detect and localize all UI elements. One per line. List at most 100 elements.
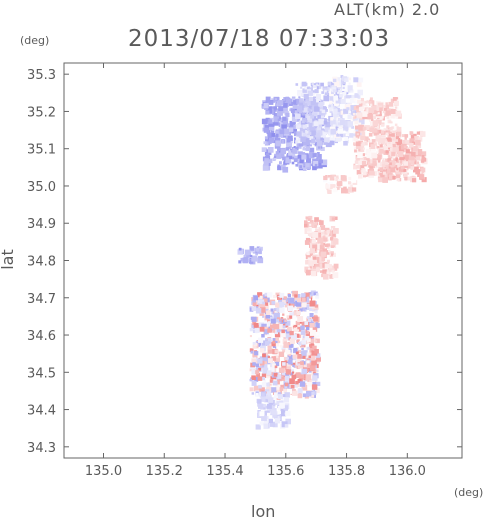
echo-cell — [312, 327, 318, 332]
echo-cell — [342, 82, 347, 87]
echo-cell — [261, 334, 265, 338]
echo-cell — [278, 152, 285, 159]
echo-cell — [302, 355, 306, 359]
echo-cell — [308, 251, 314, 256]
echo-cell — [273, 392, 280, 399]
echo-cell — [366, 155, 372, 161]
echo-cell — [416, 131, 420, 135]
echo-cell — [342, 114, 346, 119]
echo-cell — [272, 422, 278, 428]
echo-cell — [282, 367, 288, 373]
echo-cell — [362, 168, 366, 172]
echo-cell — [291, 361, 296, 366]
echo-cell — [303, 107, 308, 112]
echo-cell — [299, 320, 304, 324]
echo-cell — [356, 82, 362, 87]
echo-cell — [389, 160, 396, 167]
echo-cell — [256, 373, 261, 377]
echo-cell — [308, 337, 315, 344]
echo-cell — [376, 107, 380, 112]
echo-cell — [297, 364, 302, 369]
echo-cell — [321, 128, 324, 132]
echo-cell — [259, 295, 263, 299]
echo-cell — [303, 361, 310, 368]
echo-cell — [366, 108, 371, 113]
echo-cell — [379, 115, 384, 120]
echo-cell — [408, 154, 415, 161]
echo-cell — [297, 154, 302, 159]
echo-cell — [351, 120, 357, 126]
echo-cell — [270, 118, 275, 123]
echo-cell — [285, 320, 291, 326]
echo-cell — [312, 259, 317, 264]
echo-cell — [288, 344, 293, 348]
echo-cell — [386, 141, 393, 148]
echo-cell — [329, 106, 334, 112]
echo-cell — [381, 130, 385, 134]
echo-cell — [292, 364, 295, 367]
echo-cell — [249, 335, 252, 338]
echo-cell — [390, 114, 395, 119]
echo-cell — [309, 348, 314, 353]
echo-cell — [323, 274, 329, 280]
echo-cell — [298, 341, 301, 345]
echo-cell — [279, 344, 283, 348]
echo-cell — [329, 253, 332, 256]
echo-cell — [325, 268, 331, 274]
echo-cell — [348, 77, 351, 81]
echo-cell — [298, 388, 302, 392]
echo-cell — [319, 113, 325, 119]
echo-cell — [315, 322, 318, 325]
echo-cell — [267, 333, 273, 339]
echo-cell — [258, 367, 261, 371]
echo-cell — [372, 120, 379, 127]
echo-cell — [350, 184, 353, 188]
echo-cell — [308, 218, 311, 221]
echo-cell — [307, 129, 313, 135]
echo-cell — [312, 336, 317, 341]
echo-cell — [333, 93, 337, 96]
echo-cell — [272, 380, 278, 386]
echo-cell — [416, 149, 423, 155]
echo-cell — [244, 249, 251, 256]
echo-cell — [299, 374, 305, 380]
echo-cell — [304, 330, 310, 336]
echo-cell — [285, 147, 290, 151]
echo-cell — [289, 312, 295, 318]
echo-cell — [377, 134, 382, 139]
echo-cell — [297, 379, 302, 383]
echo-cell — [400, 165, 405, 170]
echo-cell — [375, 112, 379, 116]
echo-cell — [293, 158, 298, 163]
echo-cell — [273, 324, 280, 330]
echo-cell — [295, 351, 299, 355]
echo-cell — [353, 75, 357, 78]
echo-cell — [309, 322, 315, 328]
echo-cell — [377, 141, 382, 145]
echo-cell — [318, 86, 322, 89]
echo-cell — [287, 317, 290, 320]
echo-cell — [307, 108, 311, 111]
echo-cell — [259, 311, 264, 316]
echo-cell — [291, 334, 297, 340]
echo-cell — [301, 293, 306, 298]
echo-cell — [265, 341, 270, 346]
echo-cell — [370, 122, 375, 127]
echo-cell — [395, 157, 398, 160]
echo-cell — [264, 305, 269, 310]
echo-cell — [323, 95, 330, 102]
echo-cell — [309, 220, 314, 224]
echo-cell — [312, 84, 316, 89]
echo-cell — [268, 326, 272, 329]
echo-cell — [299, 308, 303, 312]
echo-cell — [275, 411, 279, 415]
echo-cell — [327, 189, 332, 194]
echo-cell — [257, 257, 264, 264]
echo-cell — [251, 306, 257, 311]
echo-cell — [333, 92, 340, 98]
echo-cell — [347, 109, 350, 113]
echo-cell — [305, 146, 311, 151]
echo-cell — [301, 347, 304, 351]
echo-cell — [259, 299, 265, 305]
echo-cell — [291, 96, 296, 100]
